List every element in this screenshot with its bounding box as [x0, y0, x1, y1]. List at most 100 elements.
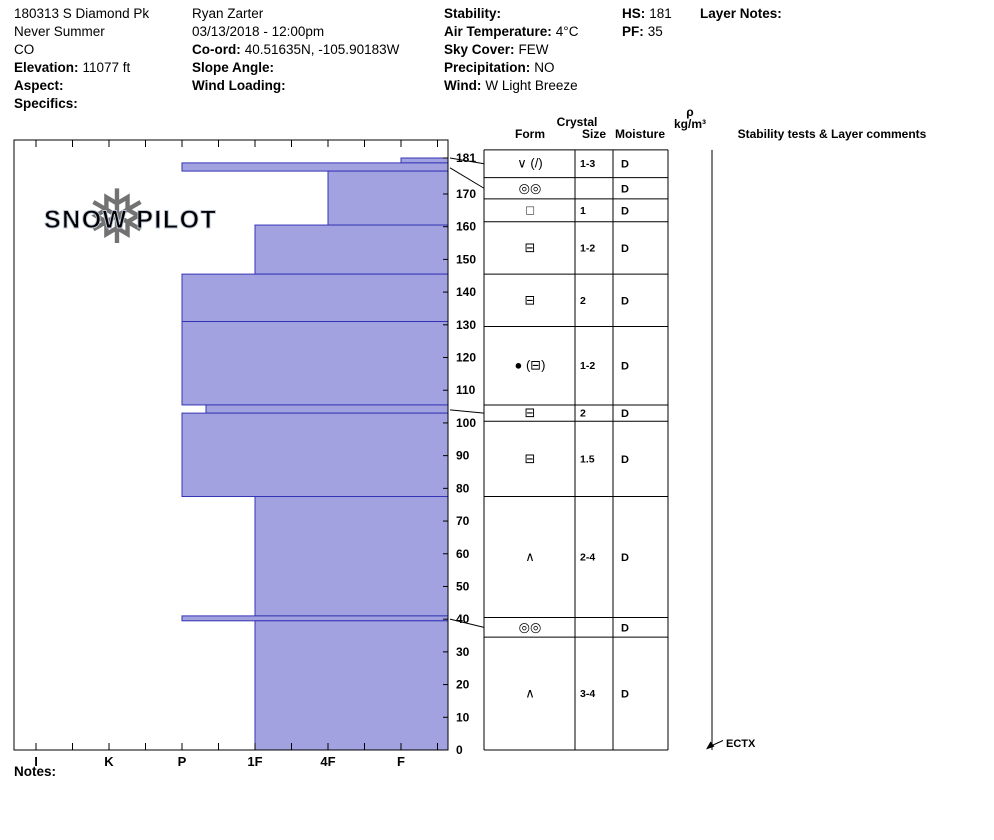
layer-leader-line — [449, 167, 485, 189]
stability-line: Stability: — [444, 6, 502, 21]
snow-layer-bar — [181, 273, 449, 323]
plot-border — [13, 139, 449, 751]
stability-test-arrow-head-icon — [706, 741, 715, 750]
hardness-axis-label: P — [178, 754, 187, 769]
pit-name: 180313 S Diamond Pk — [14, 6, 150, 21]
grain-form-cell: ⊟ — [525, 405, 536, 420]
header-weather-block: Stability: Air Temperature: 4°C Sky Cover… — [444, 5, 578, 95]
stability-column-header: Stability tests & Layer comments — [738, 127, 927, 141]
layer-leader-line — [449, 618, 485, 628]
moisture-header: Moisture — [615, 127, 665, 141]
depth-axis-label: 130 — [456, 318, 476, 332]
depth-axis-label: 40 — [456, 612, 470, 626]
grain-size-cell: 2 — [580, 295, 586, 307]
observation-datetime: 03/13/2018 - 12:00pm — [192, 24, 325, 39]
snow-layer-bar — [254, 620, 449, 751]
depth-axis-label: 170 — [456, 187, 476, 201]
moisture-cell: D — [621, 183, 629, 195]
grain-form-cell: □ — [526, 202, 534, 217]
moisture-cell: D — [621, 159, 629, 171]
snow-layer-bar — [205, 404, 449, 414]
depth-axis-label: 160 — [456, 220, 476, 234]
moisture-cell: D — [621, 552, 629, 564]
density-header-symbol: ρ — [686, 105, 693, 119]
moisture-cell: D — [621, 295, 629, 307]
specifics-line: Specifics: — [14, 96, 78, 111]
wind-line: Wind: W Light Breeze — [444, 78, 578, 93]
grain-size-cell: 2 — [580, 408, 586, 420]
density-header-unit: kg/m³ — [674, 117, 706, 131]
depth-axis-label: 0 — [456, 743, 463, 757]
form-header: Form — [515, 127, 545, 141]
snow-layer-bar — [254, 224, 449, 275]
grain-form-cell: ⊟ — [525, 240, 536, 255]
snow-layer-bar — [181, 412, 449, 498]
depth-axis-label: 140 — [456, 285, 476, 299]
snow-layer-bar — [254, 496, 449, 617]
depth-axis-label: 80 — [456, 481, 470, 495]
sky-cover-line: Sky Cover: FEW — [444, 42, 549, 57]
hardness-axis-label: 4F — [320, 754, 335, 769]
wind-loading-line: Wind Loading: — [192, 78, 286, 93]
precipitation-line: Precipitation: NO — [444, 60, 555, 75]
depth-axis-label: 50 — [456, 579, 470, 593]
depth-axis-label: 100 — [456, 416, 476, 430]
observer-name: Ryan Zarter — [192, 6, 264, 21]
header-layer-notes-block: Layer Notes: — [700, 5, 782, 23]
grain-form-cell: ∨ (/) — [517, 156, 542, 171]
grain-size-cell: 3-4 — [580, 688, 595, 700]
notes-label: Notes: — [14, 764, 57, 779]
snowpilot-logo-snowflake-icon: ❅ — [86, 175, 149, 259]
snow-layer-bar — [181, 321, 449, 406]
grain-form-cell: ◎◎ — [519, 619, 542, 634]
grain-form-cell: ● (⊟) — [514, 358, 545, 373]
hardness-axis-label: I — [34, 754, 38, 769]
layer-notes-line: Layer Notes: — [700, 6, 782, 21]
grain-size-cell: 1-2 — [580, 360, 595, 372]
snow-layer-bar — [327, 170, 449, 226]
snowpilot-logo-text: SNOW PILOT — [44, 206, 217, 234]
grain-form-cell: ◎◎ — [519, 180, 542, 195]
grain-size-cell: 1 — [580, 205, 586, 217]
stability-test-arrow-line — [711, 740, 724, 746]
depth-axis-label: 20 — [456, 678, 470, 692]
elevation-line: Elevation: 11077 ft — [14, 60, 131, 75]
grain-form-cell: ∧ — [525, 686, 535, 701]
state: CO — [14, 42, 35, 57]
depth-axis-label: 60 — [456, 547, 470, 561]
hardness-axis-label: K — [104, 754, 114, 769]
size-header: Size — [582, 127, 606, 141]
grain-form-cell: ⊟ — [525, 292, 536, 307]
moisture-cell: D — [621, 361, 629, 373]
moisture-cell: D — [621, 622, 629, 634]
crystal-header: Crystal — [557, 115, 598, 129]
depth-axis-label: 70 — [456, 514, 470, 528]
coordinates-line: Co-ord: 40.51635N, -105.90183W — [192, 42, 400, 57]
snow-layer-bar — [181, 615, 449, 622]
grain-size-cell: 1.5 — [580, 453, 595, 465]
grain-size-cell: 1-3 — [580, 158, 595, 170]
stability-test-label: ECTX — [726, 738, 756, 750]
snow-layer-bar — [400, 157, 449, 164]
header-totals-block: HS: 181 PF: 35 — [622, 5, 672, 41]
hardness-axis-label: F — [397, 754, 405, 769]
depth-axis-label: 150 — [456, 252, 476, 266]
moisture-cell: D — [621, 243, 629, 255]
grain-form-cell: ⊟ — [525, 451, 536, 466]
slope-angle-line: Slope Angle: — [192, 60, 275, 75]
header-observer-block: Ryan Zarter 03/13/2018 - 12:00pm Co-ord:… — [192, 5, 399, 95]
header-location-block: 180313 S Diamond Pk Never Summer CO Elev… — [14, 5, 149, 113]
grain-size-cell: 1-2 — [580, 242, 595, 254]
hs-line: HS: 181 — [622, 6, 672, 21]
depth-axis-label: 181 — [456, 151, 476, 165]
aspect-line: Aspect: — [14, 78, 64, 93]
moisture-cell: D — [621, 205, 629, 217]
hardness-axis-label: 1F — [247, 754, 262, 769]
depth-axis-label: 120 — [456, 351, 476, 365]
air-temp-line: Air Temperature: 4°C — [444, 24, 579, 39]
depth-axis-label: 110 — [456, 383, 476, 397]
layer-leader-line — [449, 157, 485, 165]
depth-axis-label: 30 — [456, 645, 470, 659]
grain-size-cell: 2-4 — [580, 552, 595, 564]
